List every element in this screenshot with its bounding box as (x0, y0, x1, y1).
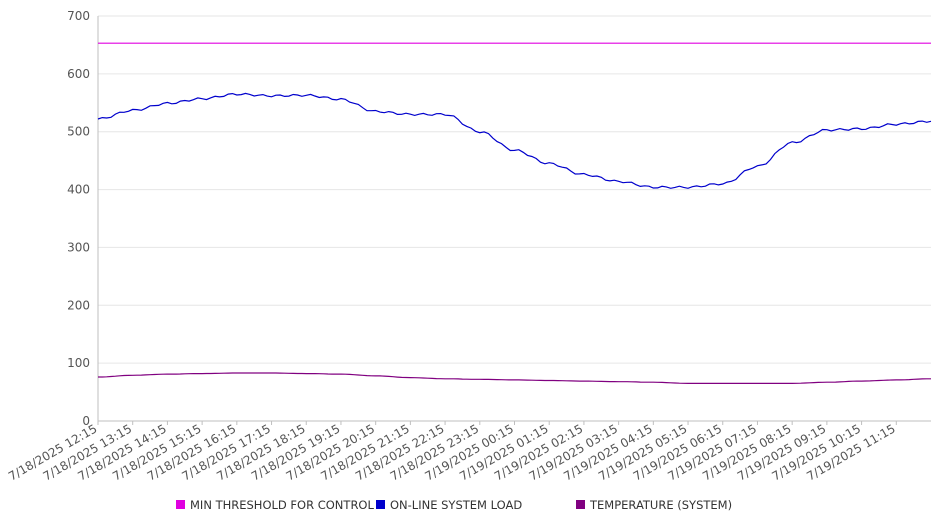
y-tick-label: 0 (82, 414, 90, 428)
legend: MIN THRESHOLD FOR CONTROL ON-LINE SYSTEM … (176, 498, 732, 512)
y-tick-label: 500 (67, 125, 90, 139)
y-tick-label: 400 (67, 183, 90, 197)
legend-label: ON-LINE SYSTEM LOAD (390, 498, 522, 512)
y-tick-label: 200 (67, 298, 90, 312)
legend-label: MIN THRESHOLD FOR CONTROL (190, 498, 374, 512)
y-tick-label: 700 (67, 9, 90, 23)
y-axis: 0 100 200 300 400 500 600 700 (67, 9, 99, 428)
legend-label: TEMPERATURE (SYSTEM) (589, 498, 732, 512)
legend-swatch (376, 500, 385, 509)
series-line-2 (97, 92, 932, 189)
y-tick-label: 600 (67, 67, 90, 81)
y-tick-label: 300 (67, 240, 90, 254)
x-axis: 7/18/2025 12:157/18/2025 13:157/18/2025 … (6, 421, 898, 484)
series-line-3 (98, 372, 931, 384)
legend-swatch (176, 500, 185, 509)
legend-swatch (576, 500, 585, 509)
grid-lines (98, 15, 931, 422)
y-tick-label: 100 (67, 356, 90, 370)
series-layer (97, 42, 932, 384)
